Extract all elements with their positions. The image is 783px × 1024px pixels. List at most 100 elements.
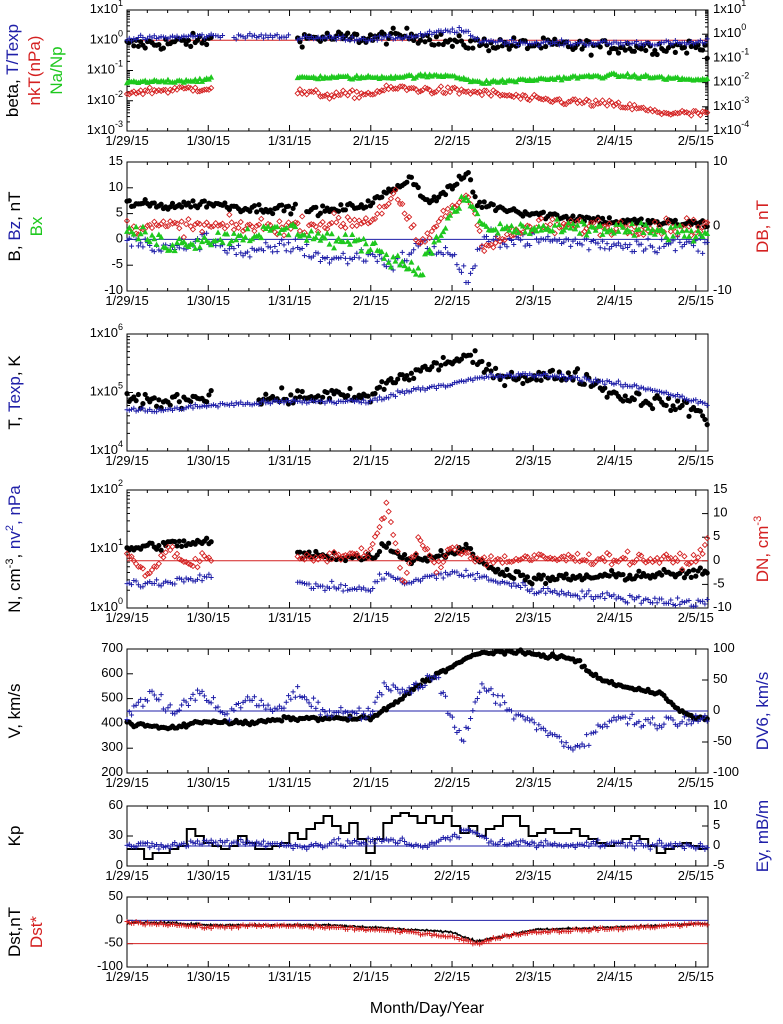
data-point [226,717,232,723]
data-point [190,198,196,204]
data-point [311,695,317,701]
data-point [383,41,389,47]
x-tick-label: 2/1/15 [353,133,389,148]
data-point [158,248,164,254]
data-point [383,684,389,690]
data-point [565,237,571,243]
data-point [192,697,198,703]
tick-label: 30 [109,827,123,842]
data-point [610,230,617,236]
data-point [506,227,513,233]
data-point [317,210,323,216]
data-point [449,85,456,92]
data-point [454,379,460,385]
data-point [249,33,255,39]
data-point [371,533,379,540]
data-point [352,710,358,716]
data-point [476,88,483,95]
data-point [208,574,214,580]
data-point [336,255,342,261]
data-point [693,397,699,403]
data-point [276,843,282,849]
data-point [470,708,476,714]
data-point [549,367,556,373]
data-point [167,845,173,851]
data-point [372,927,378,933]
data-point [444,205,451,213]
data-point [411,247,417,253]
data-point [515,842,521,848]
data-point [258,697,264,703]
data-point [543,728,549,734]
data-point [151,200,157,206]
data-point [633,556,640,563]
data-point [242,698,248,704]
data-point [142,45,148,51]
data-point [554,212,560,218]
data-point [431,931,437,937]
data-point [502,41,508,47]
data-point [572,236,578,242]
data-point [447,37,453,43]
data-point [685,560,693,568]
data-point [625,843,631,849]
data-point [697,408,703,414]
data-point [672,248,678,254]
data-point [613,221,620,227]
data-point [690,551,697,559]
data-point [370,926,376,932]
data-point [693,40,699,46]
x-tick-label: 2/5/15 [678,453,714,468]
data-point [156,397,162,403]
data-point [192,541,198,547]
data-point [249,698,255,704]
data-point [171,553,178,560]
data-point [342,709,348,715]
tick-label: 15 [109,153,123,168]
data-point [377,690,383,696]
data-point [376,523,383,531]
data-point [290,205,296,211]
data-point [140,401,146,407]
axis-label-part: nv [5,531,24,549]
data-point [681,553,688,560]
data-point [276,218,283,225]
data-point [643,387,649,393]
data-point [625,245,631,251]
data-point [149,921,155,927]
data-point [626,100,633,108]
data-point [590,237,596,243]
x-tick-label: 2/3/15 [515,775,551,790]
data-point [611,381,617,387]
data-point [124,228,130,234]
data-point [529,586,535,592]
data-point [379,379,385,385]
data-point [181,33,187,39]
data-point [704,597,710,603]
data-point [349,709,355,715]
data-point [194,37,201,43]
x-tick-label: 1/30/15 [187,133,230,148]
tick-exponent: 0 [741,23,746,33]
data-point [349,34,355,40]
data-point [338,582,344,588]
tick-label: 1x101 [90,537,123,555]
data-point [449,253,455,259]
data-point [572,926,578,932]
data-point [411,385,417,391]
data-point [340,250,346,256]
data-point [345,393,351,399]
data-point [486,38,492,44]
data-point [406,690,412,697]
data-point [695,227,702,234]
data-point [372,254,378,260]
data-point [654,250,660,256]
data-point [324,712,330,718]
data-point [515,43,521,49]
axis-label-part: DB, nT [753,200,772,253]
data-point [415,686,421,692]
data-point [429,364,435,370]
data-point [440,207,447,214]
data-point [392,258,399,264]
data-point [135,699,141,705]
